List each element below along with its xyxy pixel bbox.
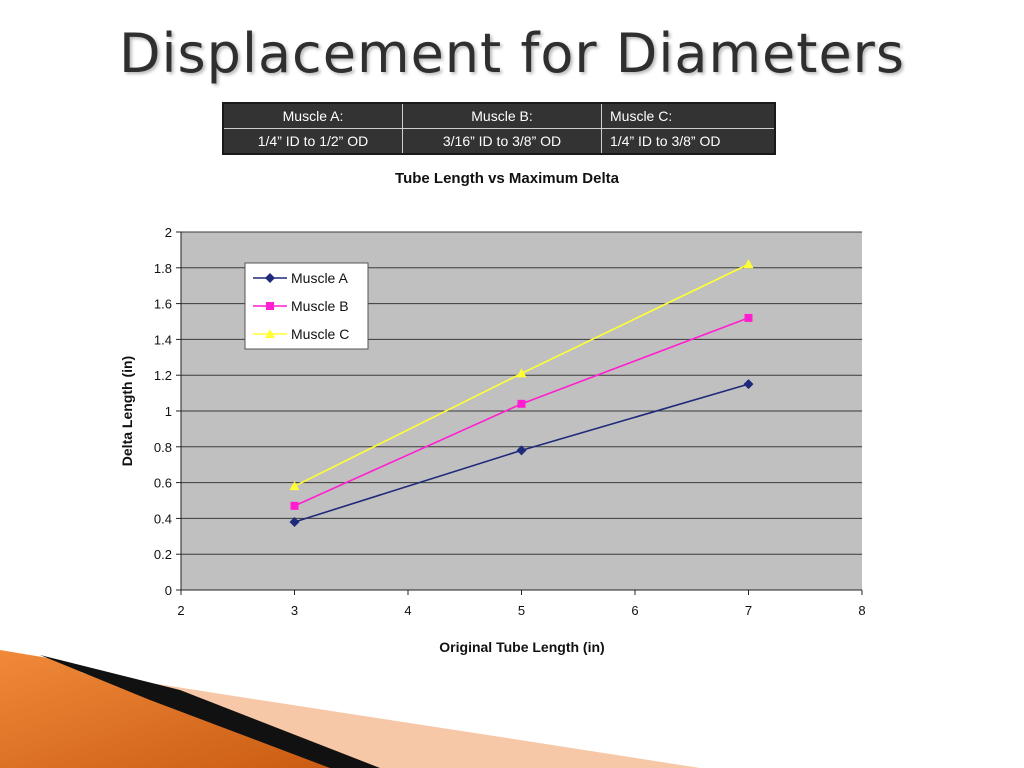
y-tick-label: 1.6 — [154, 297, 172, 312]
slide-title: Displacement for Diameters — [118, 22, 906, 85]
legend-label: Muscle B — [291, 298, 349, 314]
y-tick-label: 1 — [165, 404, 172, 419]
x-tick-label: 2 — [177, 603, 184, 618]
x-axis-label: Original Tube Length (in) — [439, 639, 604, 655]
muscle-b-spec: 3/16” ID to 3/8” OD — [402, 128, 602, 155]
peach-swoosh — [80, 672, 700, 768]
y-tick-label: 0.4 — [154, 511, 172, 526]
spec-value-row: 1/4” ID to 1/2” OD 3/16” ID to 3/8” OD 1… — [222, 128, 776, 155]
data-point — [743, 259, 754, 269]
x-tick-label: 5 — [518, 603, 525, 618]
muscle-b-header: Muscle B: — [402, 102, 602, 129]
data-point — [743, 379, 754, 390]
legend-marker — [265, 273, 275, 283]
legend-marker — [266, 302, 274, 310]
data-point — [516, 368, 527, 378]
y-tick-label: 1.2 — [154, 368, 172, 383]
muscle-spec-table: Muscle A: Muscle B: Muscle C: 1/4” ID to… — [222, 102, 776, 155]
y-tick-label: 1.4 — [154, 332, 172, 347]
y-tick-label: 2 — [165, 225, 172, 240]
series-layer — [289, 259, 754, 527]
spec-header-row: Muscle A: Muscle B: Muscle C: — [222, 102, 776, 129]
muscle-a-spec: 1/4” ID to 1/2” OD — [222, 128, 403, 155]
y-tick-label: 0.6 — [154, 476, 172, 491]
data-point — [516, 445, 527, 456]
series-2 — [290, 313, 753, 510]
x-tick-label: 4 — [404, 603, 411, 618]
legend-marker — [265, 329, 275, 338]
legend-label: Muscle A — [291, 270, 348, 286]
legend-label: Muscle C — [291, 326, 349, 342]
black-swoosh — [40, 655, 380, 768]
series-3 — [289, 259, 754, 491]
x-tick-label: 8 — [858, 603, 865, 618]
data-point — [289, 516, 300, 527]
data-point — [744, 313, 753, 322]
y-tick-label: 1.8 — [154, 261, 172, 276]
y-axis-label: Delta Length (in) — [119, 356, 135, 466]
x-tick-label: 6 — [631, 603, 638, 618]
tick-labels: 0 0.2 0.4 0.6 0.8 1 1.2 1.4 1.6 1.8 2 2 3 4 5 6 7 8 — [154, 225, 866, 618]
y-tick-label: 0.2 — [154, 547, 172, 562]
muscle-c-spec: 1/4” ID to 3/8” OD — [601, 128, 776, 155]
y-tick-label: 0.8 — [154, 440, 172, 455]
x-tick-label: 7 — [745, 603, 752, 618]
chart-legend: Muscle A Muscle B Muscle C — [244, 262, 369, 350]
x-tick-label: 3 — [291, 603, 298, 618]
data-point — [517, 399, 526, 408]
data-point — [290, 501, 299, 510]
axes — [176, 231, 863, 595]
data-point — [289, 481, 300, 491]
series-1 — [289, 379, 754, 527]
muscle-a-header: Muscle A: — [222, 102, 403, 129]
chart-title: Tube Length vs Maximum Delta — [395, 170, 620, 187]
y-tick-label: 0 — [165, 583, 172, 598]
